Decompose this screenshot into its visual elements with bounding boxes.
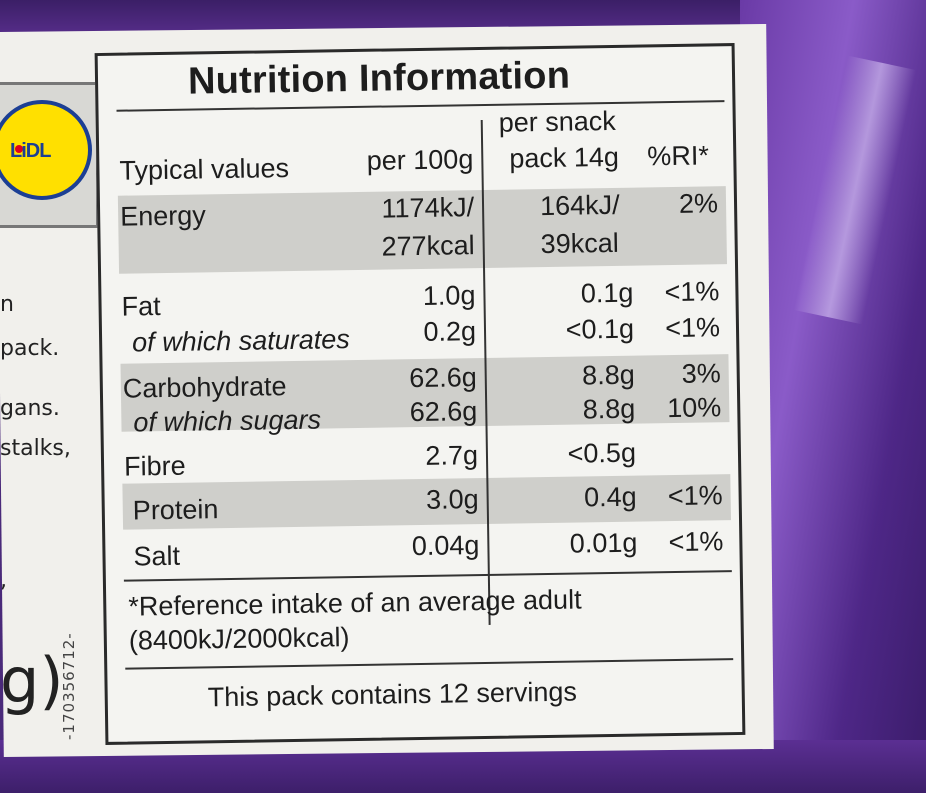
footnote-line-2: (8400kJ/2000kcal) xyxy=(128,622,350,656)
row-name-energy: Energy xyxy=(119,200,206,232)
nutrition-table: Nutrition Information Typical values per… xyxy=(94,43,746,745)
fat-snack: 0.1g xyxy=(580,277,634,309)
row-name-saturates: of which saturates xyxy=(131,324,350,358)
sugars-ri: 10% xyxy=(666,392,722,424)
salt-snack: 0.01g xyxy=(569,527,638,559)
logo-text: LiDL xyxy=(10,140,51,162)
saturates-ri: <1% xyxy=(664,312,721,344)
row-name-sugars: of which sugars xyxy=(133,404,322,438)
logo-dot-icon xyxy=(15,145,23,153)
saturates-per100: 0.2g xyxy=(423,316,477,347)
protein-ri: <1% xyxy=(667,480,723,512)
servings-rule xyxy=(125,658,734,670)
header-per100: per 100g xyxy=(366,144,474,176)
carbohydrate-per100: 62.6g xyxy=(408,362,477,394)
row-name-salt: Salt xyxy=(133,540,181,572)
energy-snack-kcal: 39kcal xyxy=(540,227,619,260)
footnote-rule xyxy=(123,570,732,582)
energy-per100-kj: 1174kJ/ xyxy=(381,192,475,224)
fat-per100: 1.0g xyxy=(422,280,476,311)
servings-text: This pack contains 12 servings xyxy=(207,676,578,713)
energy-snack-kj: 164kJ/ xyxy=(539,189,620,222)
row-name-carbohydrate: Carbohydrate xyxy=(122,371,287,404)
protein-per100: 3.0g xyxy=(425,484,479,515)
salt-ri: <1% xyxy=(668,526,724,558)
side-text-line: n xyxy=(0,292,14,317)
salt-per100: 0.04g xyxy=(411,530,480,562)
protein-snack: 0.4g xyxy=(583,481,637,513)
energy-per100-kcal: 277kcal xyxy=(381,230,475,262)
carbohydrate-ri: 3% xyxy=(681,358,721,389)
net-weight-fragment: g) xyxy=(0,644,64,717)
row-name-fibre: Fibre xyxy=(123,450,186,482)
row-name-protein: Protein xyxy=(132,494,219,526)
row-name-fat: Fat xyxy=(121,291,161,322)
product-code: -170356712- xyxy=(60,632,78,740)
fat-ri: <1% xyxy=(664,276,720,308)
header-ri: %RI* xyxy=(647,140,710,172)
sugars-snack: 8.8g xyxy=(582,393,636,425)
header-snack-1: per snack xyxy=(498,105,617,138)
header-snack-2: pack 14g xyxy=(509,141,620,174)
side-text-line: pack. xyxy=(0,336,60,361)
energy-ri: 2% xyxy=(678,188,719,219)
carbohydrate-snack: 8.8g xyxy=(581,359,635,391)
side-text-line: stalks, xyxy=(0,436,71,461)
fibre-per100: 2.7g xyxy=(425,440,479,471)
saturates-snack: <0.1g xyxy=(565,313,635,345)
fibre-ri xyxy=(652,436,722,437)
side-text-line: , xyxy=(0,568,7,593)
side-text-line: gans. xyxy=(0,396,60,421)
footnote-line-1: *Reference intake of an average adult xyxy=(128,584,582,622)
fibre-snack: <0.5g xyxy=(567,437,637,469)
header-typical: Typical values xyxy=(119,153,290,186)
nutrition-title: Nutrition Information xyxy=(187,54,571,103)
sugars-per100: 62.6g xyxy=(409,396,478,428)
